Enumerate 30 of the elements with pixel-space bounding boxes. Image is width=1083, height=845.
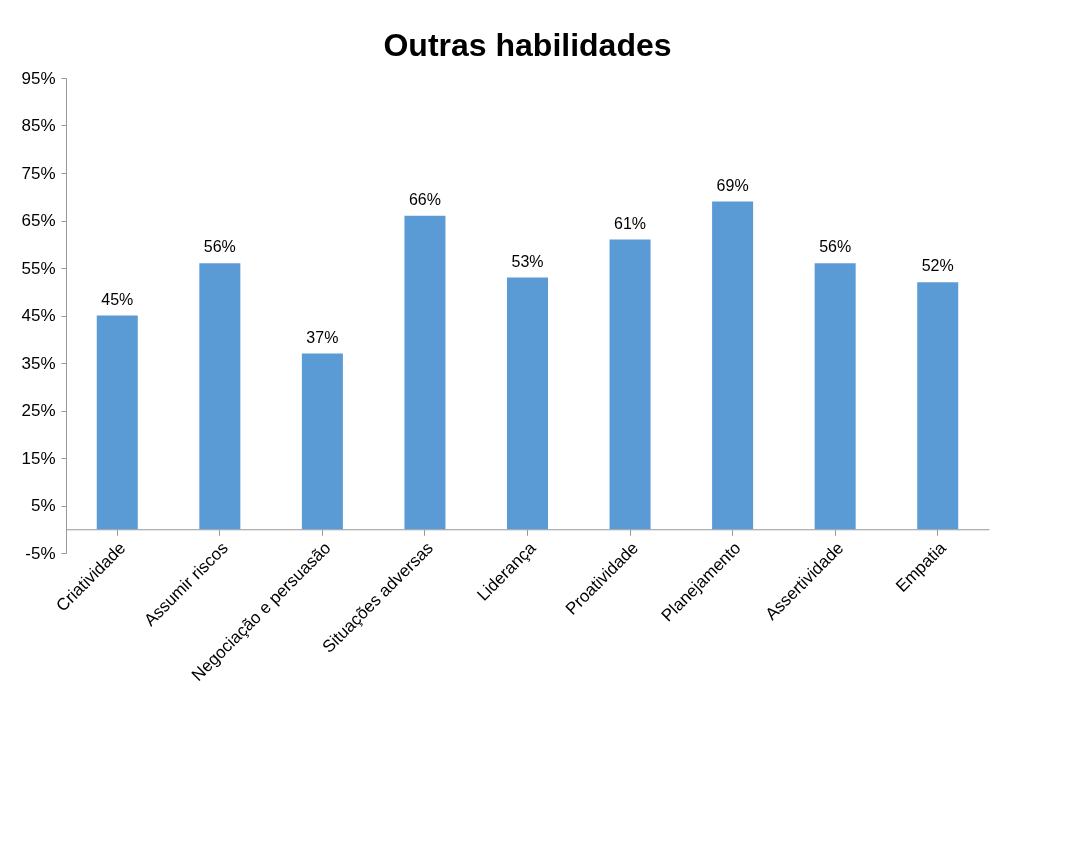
bar: [404, 215, 446, 530]
bar: [917, 282, 959, 530]
data-label: 52%: [921, 257, 954, 275]
data-label: 69%: [716, 176, 749, 194]
data-label: 56%: [819, 238, 852, 256]
y-tick-label: 65%: [21, 211, 56, 230]
bar: [506, 277, 549, 530]
y-tick-label: -5%: [25, 543, 56, 563]
y-tick-label: 95%: [21, 68, 56, 88]
y-tick-label: 15%: [21, 448, 56, 468]
y-tick-label: 25%: [21, 401, 56, 420]
y-tick-label: 45%: [21, 306, 56, 325]
data-label: 45%: [101, 290, 134, 308]
bar: [712, 201, 754, 530]
bar: [199, 263, 241, 530]
data-label: 37%: [306, 328, 339, 346]
data-label: 66%: [408, 190, 441, 208]
y-tick-label: 35%: [21, 353, 56, 373]
chart-title: Outras habilidades: [383, 27, 672, 63]
y-tick-label: 85%: [21, 116, 56, 135]
data-label: 61%: [614, 214, 647, 232]
y-tick-label: 75%: [21, 163, 56, 183]
bar: [96, 315, 138, 530]
bar: [301, 353, 343, 530]
y-tick-label: 5%: [30, 496, 56, 515]
y-tick-label: 55%: [21, 258, 56, 278]
bar: [814, 263, 856, 530]
data-label: 53%: [511, 252, 544, 270]
bar: [609, 239, 651, 530]
data-label: 56%: [203, 238, 236, 256]
